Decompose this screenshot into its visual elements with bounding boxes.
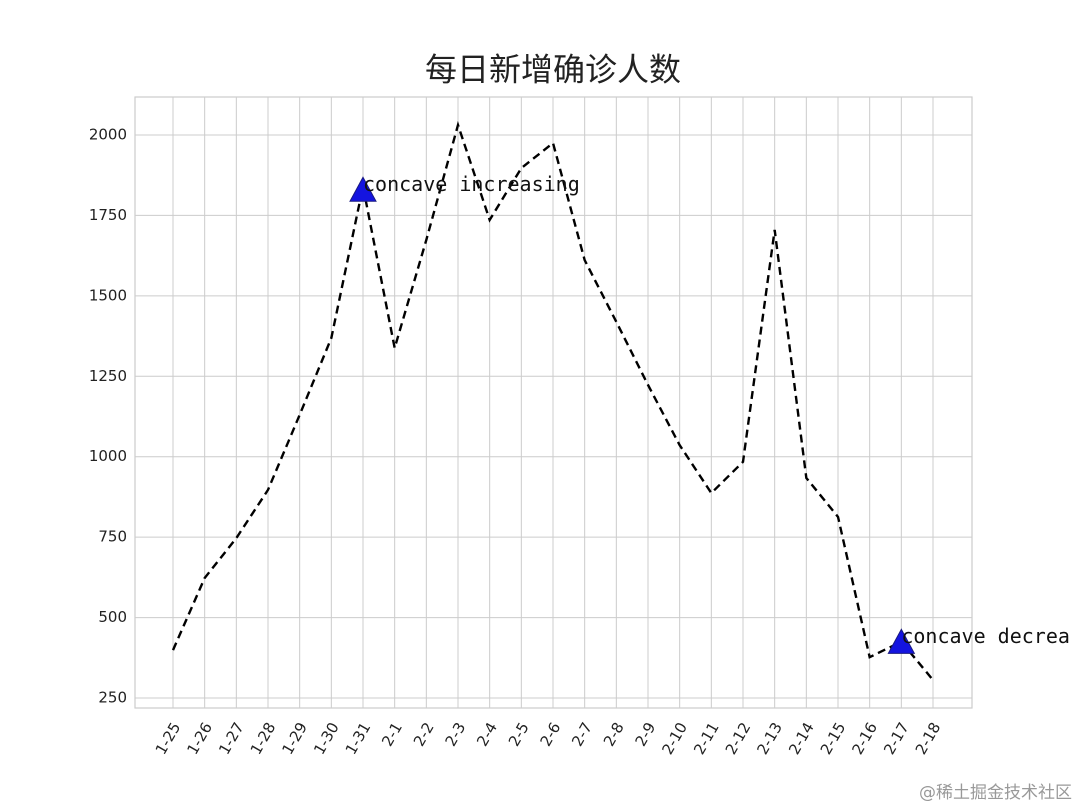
y-tick-label: 250 (98, 689, 127, 707)
x-tick-label: 2-9 (632, 719, 660, 749)
x-tick-label: 1-26 (183, 719, 216, 757)
chart-title: 每日新增确诊人数 (425, 51, 681, 89)
x-tick-label: 1-29 (278, 719, 311, 757)
x-tick-label: 1-25 (152, 719, 185, 757)
x-tick-label: 2-4 (473, 719, 501, 749)
x-tick-label: 2-10 (658, 719, 691, 757)
x-tick-label: 2-12 (722, 719, 755, 757)
y-tick-label: 500 (98, 608, 127, 626)
x-tick-label: 1-31 (342, 719, 375, 757)
y-tick-label: 1500 (89, 286, 127, 304)
x-tick-label: 1-27 (215, 719, 248, 757)
x-tick-label: 1-28 (247, 719, 280, 757)
x-tick-label: 1-30 (310, 719, 343, 757)
y-tick-label: 1750 (89, 206, 127, 224)
y-tick-label: 750 (98, 528, 127, 546)
x-tick-label: 2-11 (690, 719, 723, 757)
x-tick-label: 2-16 (848, 719, 881, 757)
x-tick-label: 2-14 (785, 719, 818, 757)
y-tick-label: 1250 (89, 367, 127, 385)
x-tick-label: 2-13 (753, 719, 786, 757)
annotation-text: concave increasing (363, 172, 580, 196)
watermark: @稀土掘金技术社区 (919, 783, 1072, 803)
x-tick-label: 2-17 (880, 719, 913, 757)
y-tick-label: 1000 (89, 447, 127, 465)
x-tick-label: 2-7 (568, 719, 596, 749)
annotation-text: concave decrea (901, 624, 1070, 648)
y-tick-label: 2000 (89, 125, 127, 143)
x-tick-label: 2-5 (505, 719, 533, 749)
data-line (171, 120, 934, 681)
x-tick-label: 2-1 (378, 719, 406, 749)
annotation-marker (349, 176, 377, 202)
annotation-marker (887, 628, 916, 654)
x-tick-label: 2-2 (410, 719, 438, 749)
x-tick-label: 2-18 (912, 719, 945, 757)
x-tick-label: 2-15 (817, 719, 850, 757)
x-tick-label: 2-3 (442, 719, 470, 749)
x-tick-label: 2-6 (537, 719, 565, 749)
x-tick-label: 2-8 (600, 719, 628, 749)
